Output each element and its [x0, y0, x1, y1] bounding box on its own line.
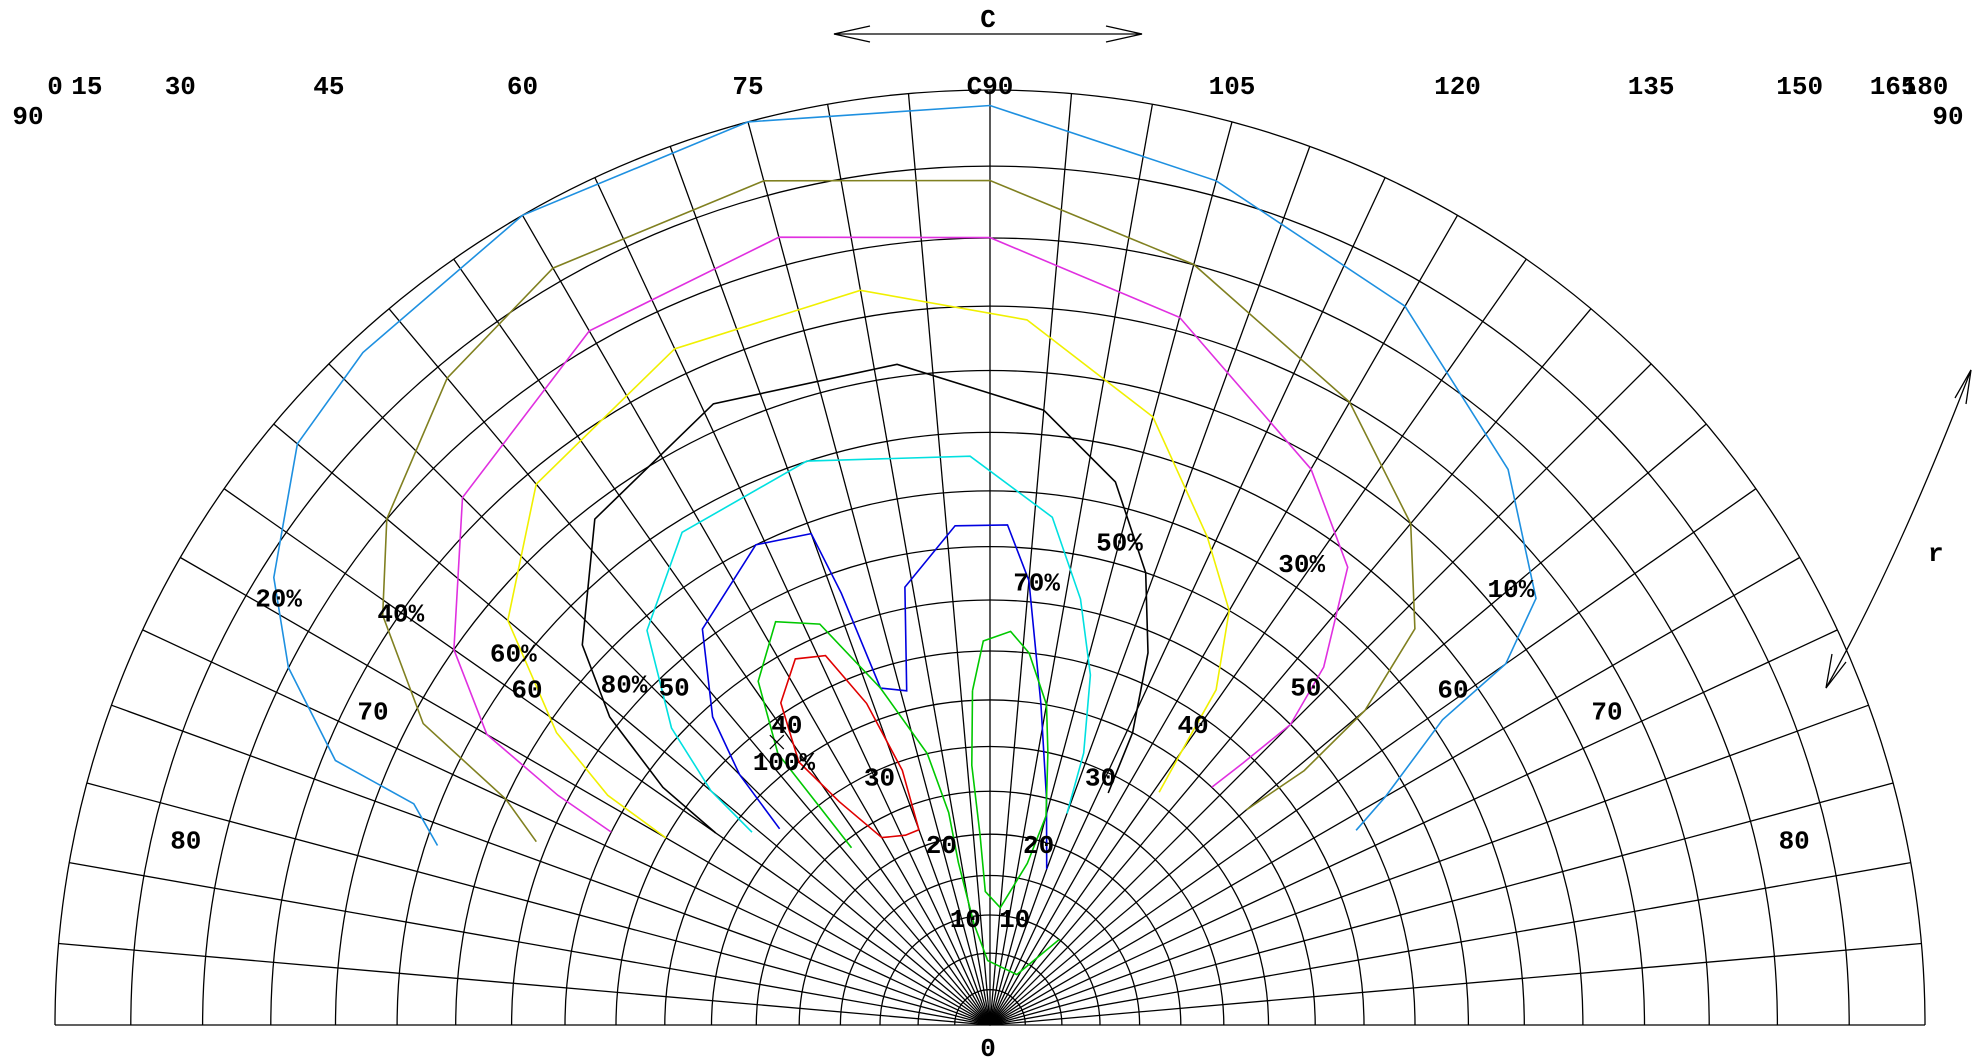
max-marker	[769, 734, 785, 750]
contour-label: 80%	[601, 671, 648, 701]
grid-radial	[69, 861, 991, 1026]
r-tick-label: 70	[357, 698, 388, 728]
grid-radial	[826, 104, 991, 1026]
contour-label: 50%	[1096, 529, 1143, 559]
c-axis-arrow-right-head	[1105, 25, 1143, 43]
grid-radial	[989, 177, 1386, 1026]
grid-radial	[989, 704, 1869, 1026]
r-tick-label: 10	[950, 905, 981, 935]
c-tick-label: 150	[1776, 72, 1823, 102]
grid-radial	[388, 308, 991, 1026]
grid-radial	[86, 782, 991, 1026]
r-axis-indicator: r	[1825, 369, 1972, 689]
c-tick-label: 180	[1902, 72, 1949, 102]
grid-radial	[989, 629, 1838, 1026]
r-center-label: 0	[980, 1034, 996, 1062]
grid-radial	[989, 423, 1707, 1026]
grid-radial	[223, 488, 991, 1026]
r-tick-label: 60	[1437, 676, 1468, 706]
r-tick-label: 90	[12, 102, 43, 132]
contour-label: 60%	[490, 640, 537, 670]
r-axis-arrow-arc	[1825, 369, 1972, 689]
r-tick-label: 80	[1779, 826, 1810, 856]
c-tick-label: 60	[507, 72, 538, 102]
contour-label: 70%	[1013, 568, 1060, 598]
c-axis-label: C	[980, 5, 996, 35]
grid-radial	[989, 308, 1592, 1026]
c-tick-label: 75	[732, 72, 763, 102]
grid-radial	[747, 121, 991, 1026]
c-tick-label: 120	[1434, 72, 1481, 102]
grid-radial	[907, 93, 991, 1026]
contour-label: 20%	[255, 585, 302, 615]
r-tick-label: 20	[1023, 831, 1054, 861]
r-tick-label: 30	[1085, 764, 1116, 794]
grid-radial	[521, 214, 991, 1026]
contour-line	[779, 654, 920, 839]
grid-radial	[989, 556, 1801, 1026]
contour-line	[381, 179, 1416, 843]
contour-line	[581, 363, 1149, 834]
contour-label: 100%	[753, 748, 816, 778]
c-tick-label: 15	[71, 72, 102, 102]
r-tick-label: 40	[771, 711, 802, 741]
r-tick-label: 10	[999, 905, 1030, 935]
r-tick-label: 50	[1290, 673, 1321, 703]
r-tick-label: 90	[1932, 102, 1963, 132]
grid-radial	[669, 146, 991, 1026]
grid-radial	[989, 488, 1757, 1026]
tick-labels: 10% 20% 30% 40% 50% 60% 70% 80% 100% 0 15 30 45 60 75 C…	[12, 72, 1963, 1062]
grid-radial	[989, 861, 1911, 1026]
grid-radial	[989, 214, 1459, 1026]
contour-label: 40%	[377, 600, 424, 630]
grid-radial	[142, 629, 991, 1026]
grid-radial	[58, 942, 991, 1026]
c-tick-label: 0	[47, 72, 63, 102]
grid-radial	[989, 782, 1894, 1026]
r-axis-arrow-bottom-head	[1825, 653, 1847, 689]
grid-radial	[989, 93, 1073, 1026]
grid-radial	[179, 556, 991, 1026]
contour-line	[701, 524, 1048, 870]
contour-line	[757, 620, 1060, 976]
contour-line	[970, 630, 1049, 910]
c-tick-label: 45	[313, 72, 344, 102]
grid-radial	[989, 121, 1233, 1026]
contour-line	[646, 455, 1092, 833]
c-axis-arrow-left-head	[833, 25, 871, 43]
grid-radial	[111, 704, 991, 1026]
polar-grid	[54, 89, 1926, 1026]
r-tick-label: 30	[864, 764, 895, 794]
r-tick-label: 20	[926, 831, 957, 861]
c-tick-label: 135	[1628, 72, 1675, 102]
contour-lines	[272, 104, 1537, 976]
grid-radial	[273, 423, 991, 1026]
r-tick-label: 60	[511, 676, 542, 706]
contour-line	[506, 289, 1231, 839]
c-tick-label: 165	[1870, 72, 1917, 102]
grid-radial	[594, 177, 991, 1026]
contour-line	[453, 236, 1349, 833]
c-axis-indicator: C	[833, 5, 1143, 43]
c-tick-label: 105	[1209, 72, 1256, 102]
r-axis-label: r	[1928, 539, 1944, 569]
contour-label: 10%	[1487, 575, 1534, 605]
grid-radial	[989, 104, 1154, 1026]
grid-radial	[989, 942, 1922, 1026]
r-axis-arrow-top-head	[1954, 369, 1972, 405]
grid-radial	[989, 363, 1652, 1026]
r-tick-label: 40	[1177, 711, 1208, 741]
grid-radial	[989, 258, 1527, 1026]
grid-radial	[453, 258, 991, 1026]
contour-line	[272, 104, 1537, 846]
c-tick-label: 30	[165, 72, 196, 102]
r-tick-label: 80	[170, 826, 201, 856]
grid-radial	[328, 363, 991, 1026]
contour-label: 30%	[1278, 550, 1325, 580]
r-tick-label: 70	[1591, 698, 1622, 728]
grid-radial	[989, 146, 1311, 1026]
r-tick-label: 50	[659, 673, 690, 703]
c-tick-label: C90	[967, 72, 1014, 102]
